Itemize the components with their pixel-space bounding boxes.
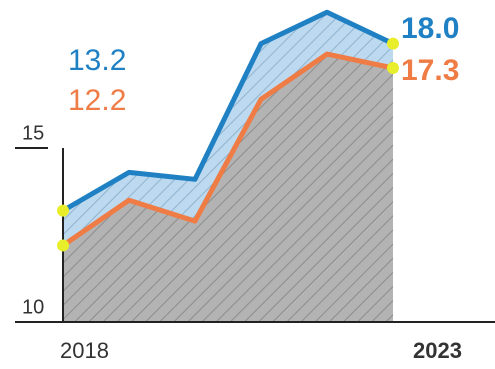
area <box>63 54 393 322</box>
areas <box>63 12 393 323</box>
value-label: 17.3 <box>401 54 459 87</box>
x-tick-label: 2018 <box>60 338 109 363</box>
y-tick-label: 15 <box>22 122 44 144</box>
value-label: 13.2 <box>68 44 126 77</box>
value-label: 18.0 <box>401 12 459 45</box>
point <box>387 61 399 74</box>
point <box>57 239 69 252</box>
x-tick-label: 2023 <box>413 338 462 363</box>
point <box>57 204 69 217</box>
value-label: 12.2 <box>68 84 126 117</box>
line <box>61 9 395 213</box>
y-tick-label: 10 <box>22 296 44 318</box>
labels: 13.2 18.0 12.2 17.3 2018 2023 <box>60 12 462 363</box>
axes: 10 15 <box>15 122 495 323</box>
point <box>387 37 399 50</box>
lines <box>57 9 399 252</box>
line <box>61 51 394 248</box>
